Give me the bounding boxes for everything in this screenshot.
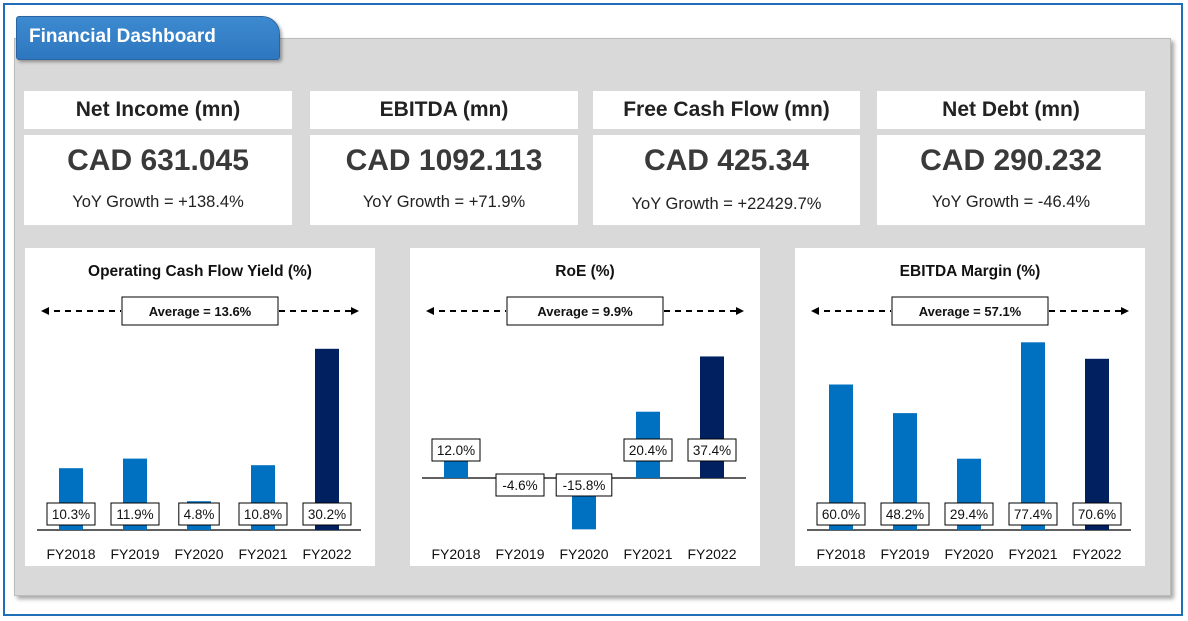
x-tick-label: FY2019 [110,546,159,562]
x-tick-label: FY2020 [559,546,608,562]
data-label-box [178,502,220,526]
arrowhead-right-icon [351,307,359,315]
chart-title: EBITDA Margin (%) [900,263,1041,280]
chart-card-roe: RoE (%) Average = 9.9% 12.0% FY2018 -4.6% FY2… [410,248,760,566]
kpi-title-net-income: Net Income (mn) [24,91,292,129]
kpi-card-ebitda: CAD 1092.113 YoY Growth = +71.9% [310,135,578,225]
data-label: 60.0% [822,507,860,522]
x-tick-label: FY2020 [174,546,223,562]
chart-title: Operating Cash Flow Yield (%) [88,263,312,280]
dashboard-title-tab: Financial Dashboard [16,16,280,60]
data-label-box [623,438,673,462]
data-label-box [302,502,352,526]
kpi-yoy-net-debt: YoY Growth = -46.4% [931,193,1091,211]
data-label: 12.0% [437,443,475,458]
data-label-box [46,502,96,526]
average-box [121,296,279,326]
chart-title: RoE (%) [555,263,614,280]
average-label: Average = 13.6% [149,304,252,319]
bar [315,348,339,530]
data-label: -15.8% [563,478,606,493]
data-label: 48.2% [886,507,924,522]
kpi-value-net-income: CAD 631.045 [67,144,249,177]
average-box [506,296,664,326]
data-label-box [816,502,866,526]
dashboard-title: Financial Dashboard [29,26,216,47]
bar [1021,342,1045,530]
x-tick-label: FY2022 [302,546,351,562]
x-tick-label: FY2021 [238,546,287,562]
arrowhead-left-icon [41,307,49,315]
average-box [891,296,1049,326]
data-label: 11.9% [116,507,153,522]
x-tick-label: FY2022 [1072,546,1121,562]
chart-card-ebitda-margin: EBITDA Margin (%) Average = 57.1% 60.0% FY2… [795,248,1145,566]
x-tick-label: FY2020 [944,546,993,562]
data-label: 37.4% [693,443,731,458]
x-tick-label: FY2018 [431,546,480,562]
kpi-title-free-cash-flow: Free Cash Flow (mn) [593,91,860,129]
data-label-box [110,502,160,526]
average-label: Average = 57.1% [919,304,1022,319]
x-tick-label: FY2019 [880,546,929,562]
kpi-title-ebitda: EBITDA (mn) [310,91,578,129]
data-label: 30.2% [308,507,346,522]
data-label: 4.8% [184,507,215,522]
data-label: 10.8% [244,507,282,522]
x-tick-label: FY2018 [816,546,865,562]
bar [1085,358,1109,530]
arrowhead-right-icon [736,307,744,315]
kpi-title-net-debt: Net Debt (mn) [877,91,1145,129]
chart-roe: RoE (%) Average = 9.9% 12.0% FY2018 -4.6% FY2… [422,263,746,562]
x-tick-label: FY2022 [687,546,736,562]
kpi-yoy-ebitda: YoY Growth = +71.9% [362,193,526,211]
data-label: 10.3% [52,507,90,522]
data-label-box [1008,502,1058,526]
data-label-box [687,438,737,462]
kpi-card-free-cash-flow: CAD 425.34 YoY Growth = +22429.7% [593,135,860,225]
kpi-card-net-debt: CAD 290.232 YoY Growth = -46.4% [877,135,1145,225]
chart-card-ocf-yield: Operating Cash Flow Yield (%) Average = 1… [25,248,375,566]
chart-ebitda-margin: EBITDA Margin (%) Average = 57.1% 60.0% FY2… [807,263,1131,562]
kpi-value-ebitda: CAD 1092.113 [345,144,543,177]
data-label: 20.4% [629,443,667,458]
data-label-box [944,502,994,526]
kpi-card-net-income: CAD 631.045 YoY Growth = +138.4% [24,135,292,225]
data-label-box [238,502,288,526]
x-tick-label: FY2018 [46,546,95,562]
data-label: -4.6% [502,478,537,493]
data-label: 70.6% [1078,507,1116,522]
x-tick-label: FY2021 [1008,546,1057,562]
data-label-box [431,438,481,462]
chart-ocf-yield: Operating Cash Flow Yield (%) Average = 1… [37,263,361,562]
kpi-value-net-debt: CAD 290.232 [920,144,1102,177]
data-label-box [555,473,613,497]
data-label: 29.4% [950,507,988,522]
data-label: 77.4% [1014,507,1052,522]
arrowhead-left-icon [426,307,434,315]
arrowhead-left-icon [811,307,819,315]
kpi-yoy-net-income: YoY Growth = +138.4% [72,193,244,211]
data-label-box [1072,502,1122,526]
data-label-box [495,473,545,497]
x-tick-label: FY2019 [495,546,544,562]
arrowhead-right-icon [1121,307,1129,315]
average-label: Average = 9.9% [537,304,633,319]
kpi-yoy-free-cash-flow: YoY Growth = +22429.7% [631,195,822,213]
x-tick-label: FY2021 [623,546,672,562]
kpi-value-free-cash-flow: CAD 425.34 [643,144,810,177]
data-label-box [880,502,930,526]
